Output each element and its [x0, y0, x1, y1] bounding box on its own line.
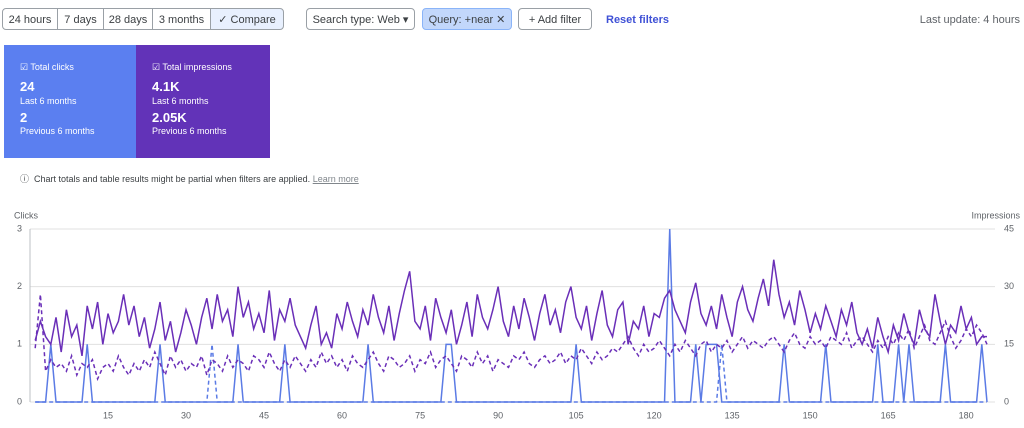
y-tick-label: 2 — [17, 281, 22, 291]
notice-text: Chart totals and table results might be … — [34, 174, 311, 184]
series-line — [35, 228, 988, 403]
y-axis-label: Clicks — [14, 210, 38, 220]
x-tick-label: 30 — [181, 410, 191, 420]
card-label: Previous 6 months — [152, 126, 227, 136]
range-button[interactable]: 3 months — [152, 8, 211, 30]
x-tick-label: 180 — [959, 410, 974, 420]
range-button[interactable]: 24 hours — [2, 8, 58, 30]
add-filter-label: Add filter — [537, 14, 582, 26]
card-title-text: Total clicks — [30, 62, 74, 72]
y-tick-label: 3 — [17, 223, 22, 233]
card-value: 2.05K — [152, 110, 187, 125]
x-tick-label: 105 — [569, 410, 584, 420]
query-chip[interactable]: Query: +near ✕ — [422, 8, 512, 30]
card-title: ☑ Total clicks — [20, 62, 74, 72]
card-label: Last 6 months — [20, 96, 77, 106]
reset-filters[interactable]: Reset filters — [606, 14, 669, 26]
x-tick-label: 165 — [881, 410, 896, 420]
x-tick-label: 150 — [803, 410, 818, 420]
y-tick-label: 1 — [17, 339, 22, 349]
card-value: 24 — [20, 79, 35, 94]
last-update: Last update: 4 hours — [919, 14, 1020, 26]
x-tick-label: 135 — [725, 410, 740, 420]
y2-tick-label: 45 — [1004, 223, 1014, 233]
notice: ⓘ Chart totals and table results might b… — [20, 174, 359, 184]
x-tick-label: 60 — [337, 410, 347, 420]
x-tick-label: 90 — [493, 410, 503, 420]
y2-tick-label: 15 — [1004, 339, 1014, 349]
card-value: 2 — [20, 110, 28, 125]
card-title: ☑ Total impressions — [152, 62, 232, 72]
series-line — [35, 344, 987, 403]
add-filter[interactable]: + Add filter — [518, 8, 592, 30]
clicks-card[interactable]: ☑ Total clicks 24 Last 6 months 2 Previo… — [4, 45, 136, 158]
series-line — [34, 294, 988, 382]
y2-tick-label: 0 — [1004, 396, 1009, 406]
y2-axis-label: Impressions — [971, 210, 1020, 220]
search-type[interactable]: Search type: Web ▾ — [306, 8, 415, 30]
y2-tick-label: 30 — [1004, 281, 1014, 291]
query-label: Query: +near — [428, 14, 494, 26]
compare-button[interactable]: ✓ Compare — [210, 8, 284, 30]
x-tick-label: 15 — [103, 410, 113, 420]
card-label: Last 6 months — [152, 96, 209, 106]
y-tick-label: 0 — [17, 396, 22, 406]
range-button[interactable]: 7 days — [57, 8, 104, 30]
card-title-text: Total impressions — [162, 62, 232, 72]
search-type-label: Search type: Web — [312, 14, 400, 26]
series-line — [34, 259, 987, 356]
x-tick-label: 75 — [415, 410, 425, 420]
x-tick-label: 45 — [259, 410, 269, 420]
compare-label: Compare — [230, 14, 276, 26]
learn-more[interactable]: Learn more — [312, 174, 359, 184]
card-value: 4.1K — [152, 79, 180, 94]
x-tick-label: 120 — [647, 410, 662, 420]
range-button[interactable]: 28 days — [103, 8, 153, 30]
impressions-card[interactable]: ☑ Total impressions 4.1K Last 6 months 2… — [136, 45, 270, 158]
card-label: Previous 6 months — [20, 126, 95, 136]
